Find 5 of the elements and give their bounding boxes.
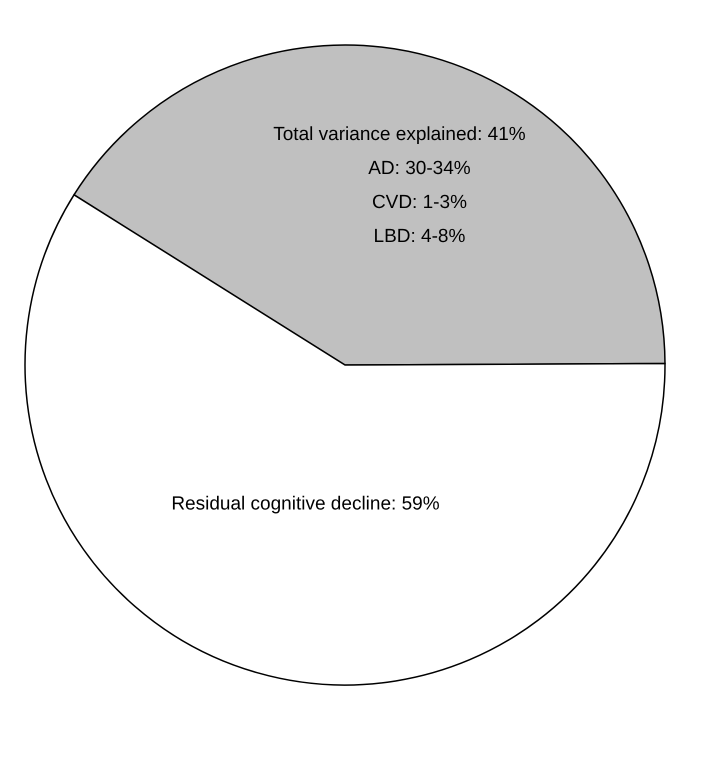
slice-label: Total variance explained: 41%	[273, 124, 526, 146]
text: LBD: 4-8%	[374, 226, 466, 248]
text: AD: 30-34%	[368, 158, 471, 180]
slice-label: Residual cognitive decline: 59%	[171, 493, 440, 514]
text: CVD: 1-3%	[372, 192, 468, 214]
